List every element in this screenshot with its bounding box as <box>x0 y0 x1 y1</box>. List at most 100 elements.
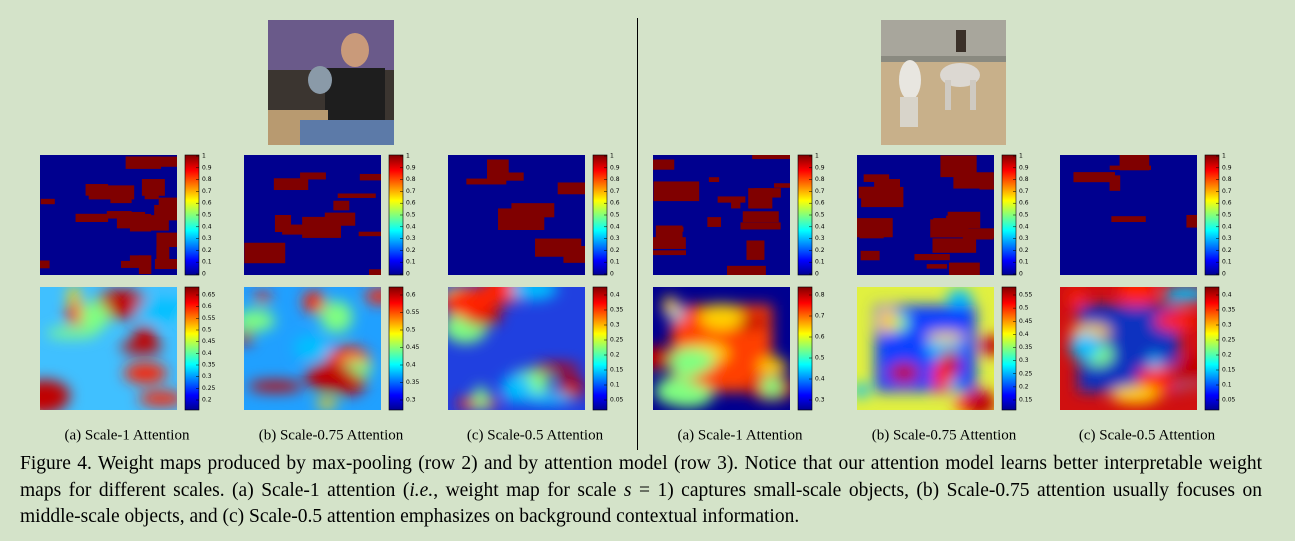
colorbar-tick-label: 0.2 <box>202 247 212 254</box>
colorbar <box>797 286 813 411</box>
map-blob <box>653 159 675 170</box>
attention-map <box>653 287 790 410</box>
colorbar-tick-label: 0.25 <box>1019 370 1033 377</box>
map-blob <box>758 358 788 375</box>
caption-italic: i.e. <box>409 479 434 501</box>
colorbar-tick-label: 0.4 <box>406 362 416 369</box>
map-blob <box>1154 311 1197 331</box>
map-blob <box>857 218 893 238</box>
map-blob <box>154 156 177 167</box>
colorbar-tick-label: 0.9 <box>610 164 620 171</box>
panel-caption: (b) Scale-0.75 Attention <box>872 427 1017 443</box>
colorbar-tick-label: 0.5 <box>1222 212 1232 219</box>
colorbar-tick-label: 0.7 <box>1222 188 1232 195</box>
colorbar-tick-label: 0.8 <box>1222 176 1232 183</box>
colorbar-tick-label: 0.7 <box>202 188 212 195</box>
map-blob <box>448 287 497 318</box>
colorbar-tick-label: 0.55 <box>1019 292 1033 299</box>
map-blob <box>501 373 532 403</box>
colorbar-tick-label: 0.3 <box>610 235 620 242</box>
map-blob <box>133 325 157 352</box>
colorbar-tick-label: 0.8 <box>815 176 825 183</box>
caption-text: = 1) captures small-scale objects, (b) S… <box>20 479 1262 528</box>
colorbar-tick-label: 0.5 <box>1019 212 1029 219</box>
colorbar-tick-label: 0.35 <box>610 307 624 314</box>
colorbar <box>1204 286 1220 411</box>
colorbar-tick-label: 0.4 <box>1019 223 1029 230</box>
attention-map <box>448 287 585 410</box>
colorbar-tick-label: 1 <box>610 153 614 160</box>
colorbar-tick-label: 0.35 <box>1222 307 1236 314</box>
colorbar-tick-label: 0.35 <box>406 379 420 386</box>
colorbar-tick-label: 0.9 <box>406 164 416 171</box>
colorbar-tick-label: 0 <box>202 271 206 278</box>
colorbar-tick-label: 0.35 <box>202 362 216 369</box>
colorbar-tick-label: 0.8 <box>1019 176 1029 183</box>
map-blob <box>123 363 168 384</box>
colorbar-tick-label: 0.35 <box>1019 344 1033 351</box>
colorbar-tick-label: 0.45 <box>1019 318 1033 325</box>
colorbar-tick-label: 0.3 <box>406 397 416 404</box>
map-blob <box>1163 287 1197 303</box>
colorbar-tick-label: 1 <box>406 153 410 160</box>
attention-map <box>244 287 381 410</box>
colorbar-tick-label: 0.1 <box>610 259 620 266</box>
colorbar-tick-label: 0.3 <box>202 235 212 242</box>
map-blob <box>293 335 331 361</box>
colorbar-tick-label: 0.9 <box>1019 164 1029 171</box>
map-blob <box>932 238 977 253</box>
colorbar-tick-label: 0.2 <box>202 397 212 404</box>
colorbar-tick-label: 0 <box>1019 271 1023 278</box>
colorbar-tick-label: 0.3 <box>1019 235 1029 242</box>
map-blob <box>914 254 950 261</box>
colorbar-tick-label: 0.5 <box>815 355 825 362</box>
figure-graphics: 1 0.9 0.8 0.7 0.6 0.5 0.4 0.3 0.2 0.1 0 0.65 0.6 0.55… <box>40 18 1236 450</box>
colorbar-tick-label: 0.4 <box>610 223 620 230</box>
colorbar-tick-label: 0.25 <box>610 337 624 344</box>
map-blob <box>359 173 381 181</box>
colorbar-tick-label: 0.1 <box>1019 259 1029 266</box>
map-blob <box>110 192 132 204</box>
panel-caption: (a) Scale-1 Attention <box>678 427 803 443</box>
map-blob <box>358 231 381 237</box>
colorbar-tick-label: 0.4 <box>610 292 620 299</box>
colorbar-tick-label: 0.6 <box>1222 200 1232 207</box>
map-blob <box>742 211 779 223</box>
map-blob <box>860 250 880 261</box>
colorbar-tick-label: 0.2 <box>1222 352 1232 359</box>
colorbar-tick-label: 0 <box>610 271 614 278</box>
map-blob <box>244 309 275 332</box>
map-blob <box>320 300 353 333</box>
colorbar-tick-label: 0.3 <box>1019 357 1029 364</box>
colorbar-tick-label: 0.4 <box>815 223 825 230</box>
colorbar-tick-label: 0.2 <box>406 247 416 254</box>
map-blob <box>473 386 488 410</box>
map-blob <box>156 232 177 248</box>
colorbar-tick-label: 0.4 <box>202 223 212 230</box>
map-blob <box>136 299 177 321</box>
map-blob <box>888 363 920 383</box>
maxpool-map <box>857 155 994 275</box>
map-blob <box>333 200 350 211</box>
map-blob <box>948 262 980 275</box>
map-blob <box>1172 354 1197 384</box>
map-blob <box>947 211 981 229</box>
caption-text: , weight map for scale <box>433 479 624 501</box>
map-blob <box>1186 214 1197 228</box>
colorbar-tick-label: 0.05 <box>1222 397 1236 404</box>
panel-caption: (b) Scale-0.75 Attention <box>259 427 404 443</box>
colorbar-tick-label: 0.6 <box>406 200 416 207</box>
colorbar-tick-label: 0 <box>815 271 819 278</box>
colorbar-tick-label: 0.9 <box>1222 164 1232 171</box>
map-blob <box>654 377 696 405</box>
map-blob <box>965 228 994 238</box>
map-blob <box>947 378 961 390</box>
attention-map <box>857 287 994 410</box>
map-blob <box>144 189 159 200</box>
map-blob <box>511 203 555 218</box>
caption-math: s <box>623 479 632 501</box>
map-blob <box>932 361 952 391</box>
map-blob <box>509 287 558 301</box>
maxpool-map <box>244 155 381 275</box>
map-blob <box>492 172 524 181</box>
